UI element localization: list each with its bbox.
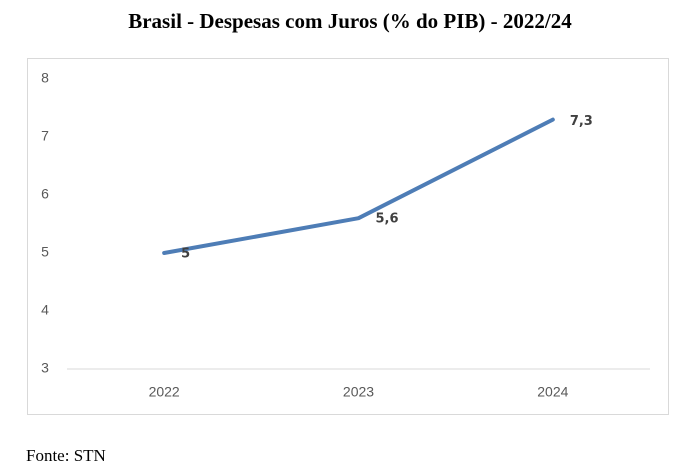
x-tick-label: 2023: [343, 384, 374, 400]
y-tick-label: 5: [41, 244, 49, 260]
data-label: 7,3: [570, 114, 593, 129]
data-label: 5,6: [376, 212, 399, 227]
data-label: 5: [181, 247, 190, 262]
x-tick-label: 2022: [149, 384, 180, 400]
chart-title: Brasil - Despesas com Juros (% do PIB) -…: [128, 9, 572, 33]
y-tick-label: 4: [41, 302, 49, 318]
chart-frame: [27, 58, 669, 415]
y-tick-label: 7: [41, 128, 49, 144]
y-tick-label: 8: [41, 70, 49, 86]
y-tick-label: 6: [41, 186, 49, 202]
source-note: Fonte: STN: [26, 446, 106, 465]
y-tick-label: 3: [41, 360, 49, 376]
x-tick-label: 2024: [537, 384, 568, 400]
data-line: [162, 117, 555, 255]
